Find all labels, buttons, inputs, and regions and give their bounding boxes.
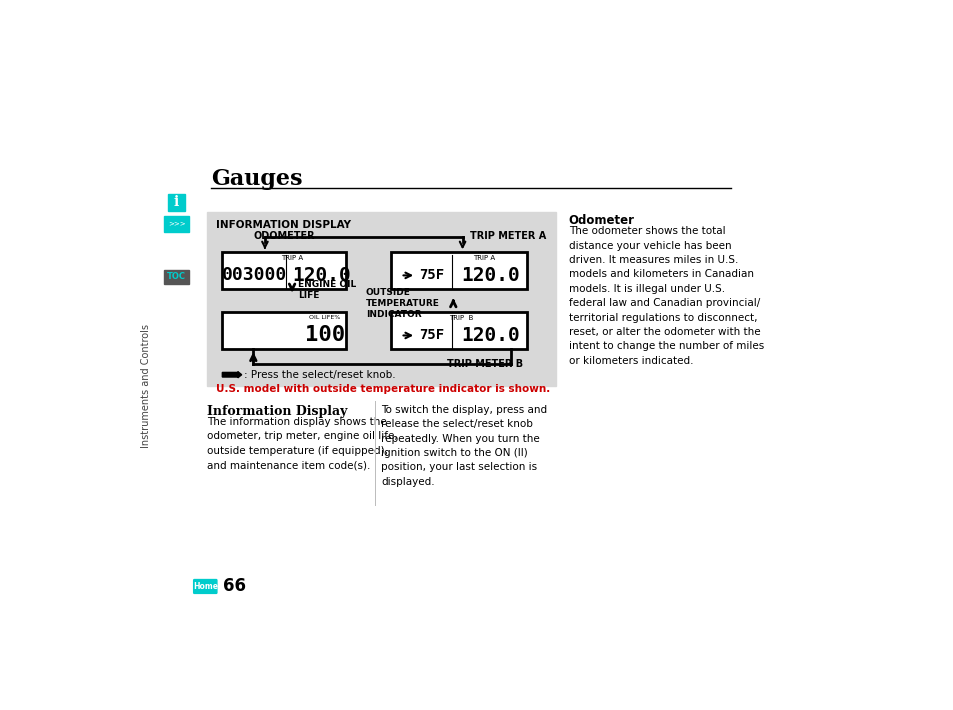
Text: OIL LIFE%: OIL LIFE% <box>309 315 340 320</box>
Text: TRIP METER B: TRIP METER B <box>446 359 522 368</box>
Text: INFORMATION DISPLAY: INFORMATION DISPLAY <box>216 220 351 230</box>
Bar <box>391 312 526 349</box>
Text: : Press the select/reset knob.: : Press the select/reset knob. <box>244 370 395 380</box>
Text: U.S. model with outside temperature indicator is shown.: U.S. model with outside temperature indi… <box>216 384 550 394</box>
Bar <box>168 194 185 211</box>
Text: ENGINE OIL
LIFE: ENGINE OIL LIFE <box>298 280 356 300</box>
Bar <box>222 252 346 289</box>
Text: 120.0: 120.0 <box>460 326 519 345</box>
Text: 75F: 75F <box>418 329 444 342</box>
Text: 120.0: 120.0 <box>460 266 519 285</box>
Text: The odometer shows the total
distance your vehicle has been
driven. It measures : The odometer shows the total distance yo… <box>568 226 763 366</box>
Text: i: i <box>173 195 179 209</box>
Text: To switch the display, press and
release the select/reset knob
repeatedly. When : To switch the display, press and release… <box>381 405 547 487</box>
Bar <box>207 212 555 386</box>
Text: 75F: 75F <box>418 268 444 283</box>
Text: TRIP  B: TRIP B <box>448 315 473 322</box>
Text: Instruments and Controls: Instruments and Controls <box>141 324 152 447</box>
Text: 003000: 003000 <box>222 266 287 285</box>
Text: Gauges: Gauges <box>211 168 302 190</box>
FancyArrow shape <box>222 371 241 378</box>
Text: Odometer: Odometer <box>568 214 634 226</box>
Text: TOC: TOC <box>167 273 186 281</box>
FancyBboxPatch shape <box>193 579 216 594</box>
Text: >>>: >>> <box>168 221 185 226</box>
Text: TRIP A: TRIP A <box>281 256 303 261</box>
Text: TRIP METER A: TRIP METER A <box>470 231 546 241</box>
Text: ODOMETER: ODOMETER <box>253 231 314 241</box>
Text: The information display shows the
odometer, trip meter, engine oil life,
outside: The information display shows the odomet… <box>207 417 397 470</box>
Text: Information Display: Information Display <box>207 405 347 417</box>
Bar <box>164 270 189 284</box>
Text: Home: Home <box>193 582 217 591</box>
Bar <box>391 252 526 289</box>
Text: 66: 66 <box>223 577 246 596</box>
Text: OUTSIDE
TEMPERATURE
INDICATOR: OUTSIDE TEMPERATURE INDICATOR <box>365 288 439 319</box>
Text: 100: 100 <box>304 325 344 346</box>
Bar <box>164 216 189 231</box>
Bar <box>222 312 346 349</box>
Text: 120.0: 120.0 <box>292 266 351 285</box>
Text: TRIP A: TRIP A <box>473 256 495 261</box>
